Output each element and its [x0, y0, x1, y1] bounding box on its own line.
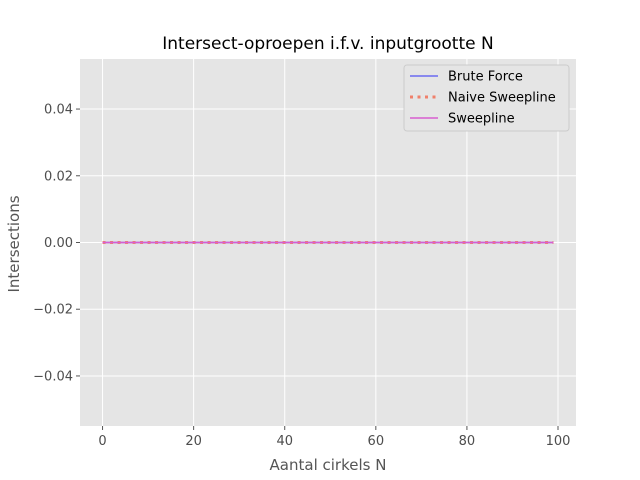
x-tick-label: 60 — [368, 434, 385, 449]
x-tick-label: 20 — [185, 434, 202, 449]
legend-label-naive-sweepline: Naive Sweepline — [448, 91, 556, 106]
x-axis: 0 20 40 60 80 100 — [98, 426, 570, 449]
y-axis: −0.04 −0.02 0.00 0.02 0.04 — [33, 103, 80, 384]
y-tick-label: −0.02 — [33, 303, 73, 318]
x-tick-label: 100 — [546, 434, 571, 449]
x-axis-label: Aantal cirkels N — [270, 456, 387, 474]
legend-label-brute-force: Brute Force — [448, 70, 523, 85]
x-tick-label: 0 — [98, 434, 106, 449]
x-tick-label: 40 — [276, 434, 293, 449]
y-tick-label: 0.02 — [44, 169, 73, 184]
y-tick-label: 0.04 — [44, 103, 73, 118]
x-tick-label: 80 — [459, 434, 476, 449]
y-tick-label: 0.00 — [44, 236, 73, 251]
chart-title: Intersect-oproepen i.f.v. inputgrootte N — [162, 34, 493, 54]
legend: Brute Force Naive Sweepline Sweepline — [403, 64, 570, 132]
legend-box — [403, 64, 570, 132]
legend-label-sweepline: Sweepline — [448, 112, 515, 127]
y-tick-label: −0.04 — [33, 369, 73, 384]
y-axis-label: Intersections — [5, 195, 23, 292]
